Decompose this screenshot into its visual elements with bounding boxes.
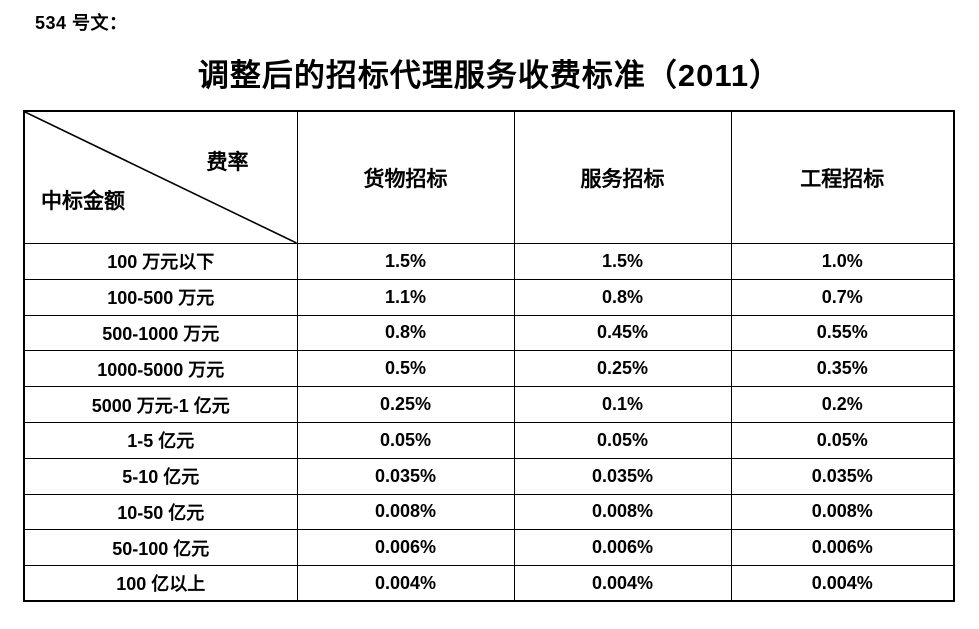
rate-cell: 0.35% (730, 350, 955, 388)
rate-cell: 0.035% (513, 457, 732, 495)
rate-cell: 0.25% (513, 350, 732, 388)
table-row: 1000-5000 万元 0.5% 0.25% 0.35% (23, 350, 955, 388)
rate-cell: 1.5% (296, 243, 515, 280)
corner-cell: 费率 中标金额 (23, 110, 298, 244)
rate-cell: 0.035% (730, 457, 955, 495)
rate-cell: 0.008% (296, 493, 515, 531)
amount-cell: 100-500 万元 (23, 278, 298, 316)
amount-cell: 500-1000 万元 (23, 314, 298, 352)
fee-table: 费率 中标金额 货物招标 服务招标 工程招标 100 万元以下 1.5% 1.5… (23, 110, 955, 603)
rate-cell: 0.035% (296, 457, 515, 495)
rate-cell: 0.05% (730, 421, 955, 459)
table-row: 5000 万元-1 亿元 0.25% 0.1% 0.2% (23, 386, 955, 423)
rate-cell: 0.004% (513, 565, 732, 602)
rate-cell: 0.25% (296, 386, 515, 423)
table-row: 100 万元以下 1.5% 1.5% 1.0% (23, 243, 955, 280)
diagonal-line-icon (25, 112, 297, 243)
rate-cell: 0.7% (730, 278, 955, 316)
amount-cell: 1000-5000 万元 (23, 350, 298, 388)
rate-cell: 0.45% (513, 314, 732, 352)
amount-cell: 100 万元以下 (23, 243, 298, 280)
rate-cell: 0.1% (513, 386, 732, 423)
table-row: 5-10 亿元 0.035% 0.035% 0.035% (23, 457, 955, 495)
amount-cell: 50-100 亿元 (23, 529, 298, 567)
table-row: 500-1000 万元 0.8% 0.45% 0.55% (23, 314, 955, 352)
amount-cell: 10-50 亿元 (23, 493, 298, 531)
table-row: 100-500 万元 1.1% 0.8% 0.7% (23, 278, 955, 316)
rate-cell: 0.05% (513, 421, 732, 459)
rate-cell: 1.1% (296, 278, 515, 316)
corner-label-rate: 费率 (206, 151, 249, 174)
column-header-services: 服务招标 (513, 110, 732, 244)
amount-cell: 1-5 亿元 (23, 421, 298, 459)
rate-cell: 0.004% (296, 565, 515, 602)
rate-cell: 0.008% (730, 493, 955, 531)
rate-cell: 0.2% (730, 386, 955, 423)
column-header-goods: 货物招标 (296, 110, 515, 244)
rate-cell: 0.008% (513, 493, 732, 531)
rate-cell: 0.006% (296, 529, 515, 567)
table-row: 50-100 亿元 0.006% 0.006% 0.006% (23, 529, 955, 567)
rate-cell: 0.006% (730, 529, 955, 567)
rate-cell: 0.55% (730, 314, 955, 352)
header-row: 费率 中标金额 货物招标 服务招标 工程招标 (23, 110, 955, 244)
amount-cell: 5000 万元-1 亿元 (23, 386, 298, 423)
page-title: 调整后的招标代理服务收费标准（2011） (197, 58, 782, 93)
rate-cell: 0.004% (730, 565, 955, 602)
rate-cell: 0.006% (513, 529, 732, 567)
table-row: 10-50 亿元 0.008% 0.008% 0.008% (23, 493, 955, 531)
rate-cell: 1.0% (730, 243, 955, 280)
rate-cell: 0.05% (296, 421, 515, 459)
rate-cell: 0.8% (513, 278, 732, 316)
rate-cell: 0.8% (296, 314, 515, 352)
column-header-engineering: 工程招标 (730, 110, 955, 244)
corner-label-amount: 中标金额 (41, 190, 125, 213)
amount-cell: 100 亿以上 (23, 565, 298, 602)
table-row: 1-5 亿元 0.05% 0.05% 0.05% (23, 421, 955, 459)
table-row: 100 亿以上 0.004% 0.004% 0.004% (23, 565, 955, 602)
doc-number: 534 号文： (35, 13, 128, 33)
rate-cell: 0.5% (296, 350, 515, 388)
rate-cell: 1.5% (513, 243, 732, 280)
amount-cell: 5-10 亿元 (23, 457, 298, 495)
